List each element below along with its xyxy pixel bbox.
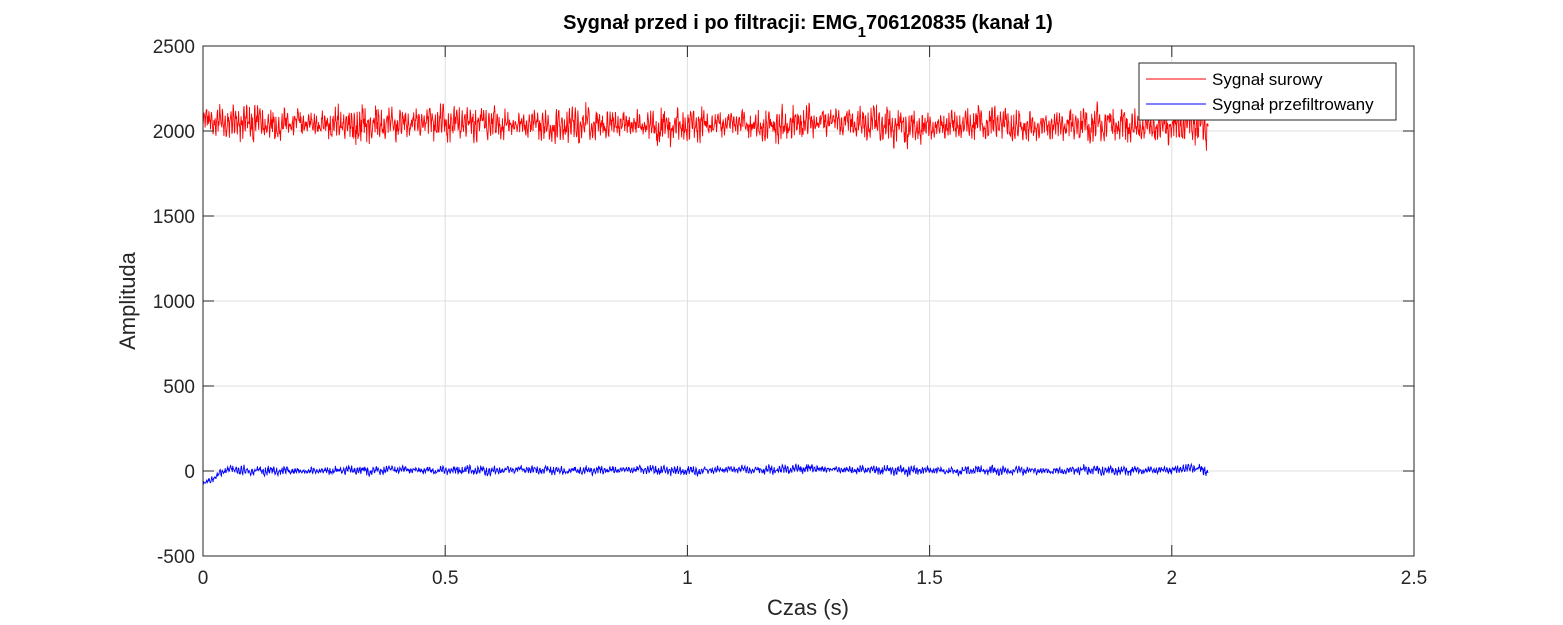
x-tick-label: 0.5: [432, 568, 458, 589]
x-axis-label: Czas (s): [767, 595, 849, 620]
y-tick-label: -500: [157, 547, 195, 568]
series-line-raw: [202, 101, 1209, 151]
y-tick-label: 1500: [153, 207, 195, 228]
legend-box: [1138, 62, 1397, 121]
y-tick-label: 500: [163, 377, 195, 398]
y-tick-label: 2500: [153, 37, 195, 58]
x-tick-label: 0: [198, 568, 209, 589]
series-line-filtered: [202, 462, 1209, 485]
series-lines: [202, 101, 1209, 485]
x-tick-label: 2: [1167, 568, 1178, 589]
x-tick-label: 2.5: [1401, 568, 1427, 589]
y-tick-label: 2000: [153, 122, 195, 143]
x-tick-label: 1.5: [916, 568, 942, 589]
y-axis-label: Amplituda: [115, 251, 140, 350]
x-tick-label: 1: [682, 568, 693, 589]
legend-label-raw: Sygnał surowy: [1212, 70, 1323, 89]
y-tick-label: 1000: [153, 292, 195, 313]
y-tick-label: 0: [184, 462, 195, 483]
legend: Sygnał surowy Sygnał przefiltrowany: [1138, 62, 1397, 121]
chart-title: Sygnał przed i po filtracji: EMG17061208…: [563, 12, 1053, 41]
legend-label-filtered: Sygnał przefiltrowany: [1212, 95, 1374, 114]
